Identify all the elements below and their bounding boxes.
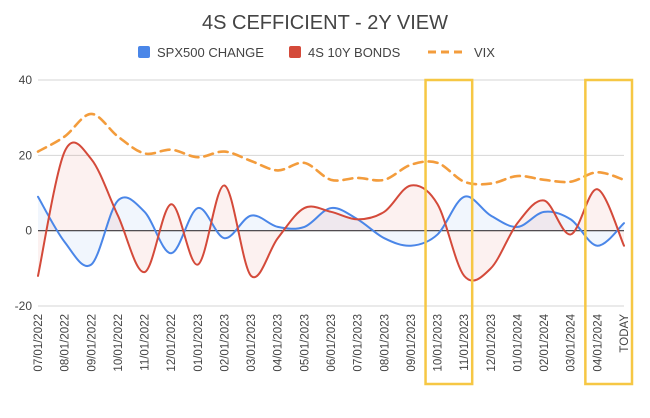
x-axis: 07/01/2022 08/01/2022 09/01/2022 10/01/2022… <box>33 313 631 371</box>
x-tick-label: 04/01/2024 <box>592 313 604 371</box>
chart-title: 4S CEFFICIENT - 2Y VIEW <box>202 12 448 34</box>
series-line-0 <box>37 195 625 268</box>
legend-label-4s-bonds: 4S 10Y BONDS <box>308 45 401 60</box>
x-tick-label: 03/01/2024 <box>566 313 578 371</box>
legend-label-vix: VIX <box>474 45 495 60</box>
series-area-1 <box>38 142 624 281</box>
x-tick-label: 06/01/2023 <box>326 314 338 372</box>
legend-swatch-4s-bonds <box>289 46 301 58</box>
x-tick-label: 09/01/2022 <box>86 314 98 372</box>
x-tick-label: 12/01/2023 <box>486 314 498 372</box>
highlight-boxes <box>424 78 634 386</box>
x-tick-label: 08/01/2023 <box>379 314 391 372</box>
legend: SPX500 CHANGE 4S 10Y BONDS VIX <box>138 45 495 60</box>
y-axis: -20 0 20 40 <box>15 73 33 313</box>
highlight-box-1 <box>584 78 634 386</box>
series-lines <box>36 112 626 282</box>
x-tick-label: 09/01/2023 <box>406 314 418 372</box>
x-tick-label: 02/01/2024 <box>539 313 551 371</box>
y-tick-label: 0 <box>25 224 32 238</box>
x-tick-label: 11/01/2022 <box>140 314 152 371</box>
x-tick-label: 01/01/2023 <box>193 314 205 372</box>
x-tick-label: 12/01/2022 <box>166 314 178 372</box>
x-tick-label: 07/01/2022 <box>33 314 45 372</box>
legend-swatch-spx500 <box>138 46 150 58</box>
legend-label-spx500: SPX500 CHANGE <box>157 45 264 60</box>
y-tick-label: 20 <box>19 148 33 162</box>
x-tick-label: 04/01/2023 <box>273 314 285 372</box>
highlight-box-0 <box>424 78 474 386</box>
x-tick-label: 02/01/2023 <box>219 314 231 372</box>
x-tick-label: 10/01/2022 <box>113 314 125 372</box>
x-tick-label: 01/01/2024 <box>512 313 524 371</box>
x-tick-label: 07/01/2023 <box>353 314 365 372</box>
x-tick-label: 03/01/2023 <box>246 314 258 372</box>
series-area-0 <box>38 196 624 267</box>
x-tick-label: TODAY <box>619 314 631 353</box>
series-line-2 <box>36 112 626 186</box>
series-line-1 <box>37 141 625 282</box>
x-tick-label: 08/01/2022 <box>60 314 72 372</box>
x-tick-label: 11/01/2023 <box>459 314 471 371</box>
grid <box>38 79 624 307</box>
y-tick-label: 40 <box>19 73 33 87</box>
x-tick-label: 05/01/2023 <box>299 314 311 372</box>
area-fills <box>38 142 624 281</box>
x-tick-label: 10/01/2023 <box>433 314 445 372</box>
y-tick-label: -20 <box>15 299 33 313</box>
